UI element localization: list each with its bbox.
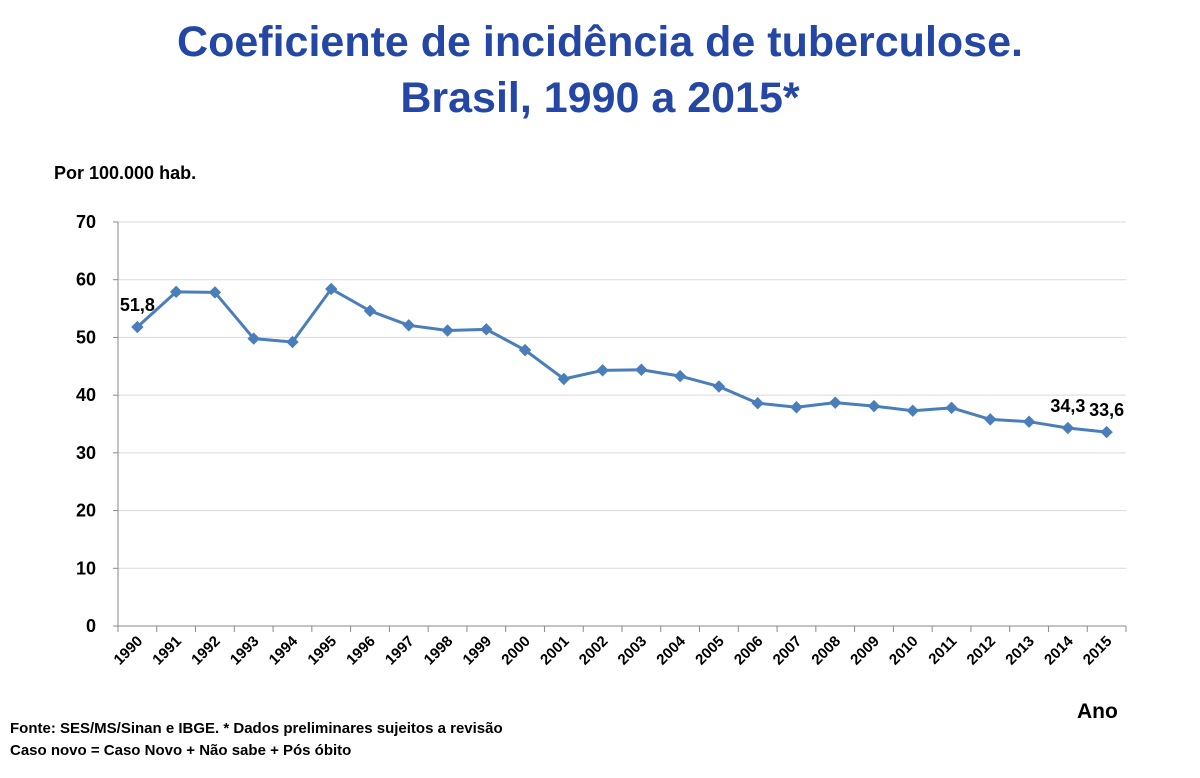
chart-title-line-2: Brasil, 1990 a 2015* xyxy=(400,74,800,122)
x-tick-label: 2000 xyxy=(498,633,534,669)
y-tick-label: 50 xyxy=(76,327,96,347)
chart-title-line-1: Coeficiente de incidência de tuberculose… xyxy=(177,18,1023,66)
x-tick-label: 1996 xyxy=(343,633,379,669)
x-tick-label: 1999 xyxy=(460,633,496,669)
source-footnote: Fonte: SES/MS/Sinan e IBGE. * Dados prel… xyxy=(10,720,503,737)
x-tick-label: 1991 xyxy=(149,633,185,669)
x-tick-label: 2007 xyxy=(770,633,806,669)
x-tick-label: 2013 xyxy=(1002,633,1038,669)
data-point xyxy=(208,286,222,299)
data-point xyxy=(557,372,571,386)
y-tick-label: 70 xyxy=(76,212,96,232)
data-point xyxy=(751,397,764,410)
x-tick-label: 2008 xyxy=(808,633,844,669)
y-tick-label: 20 xyxy=(76,501,96,521)
x-tick-label: 2003 xyxy=(615,633,651,669)
data-point xyxy=(402,319,415,332)
x-axis-label: Ano xyxy=(1077,700,1118,723)
data-point xyxy=(518,343,532,357)
data-point xyxy=(1100,425,1113,439)
data-point xyxy=(984,413,997,426)
data-point xyxy=(169,285,183,299)
data-point xyxy=(131,320,144,334)
x-tick-label: 2011 xyxy=(925,633,960,668)
data-point xyxy=(325,282,338,296)
data-point xyxy=(247,332,260,345)
x-tick-label: 2009 xyxy=(847,633,883,669)
x-tick-label: 1994 xyxy=(266,632,302,668)
data-point xyxy=(363,304,377,318)
x-tick-label: 2005 xyxy=(692,633,728,669)
y-tick-label: 60 xyxy=(76,270,96,290)
x-tick-label: 1992 xyxy=(188,633,224,669)
data-point xyxy=(1022,415,1036,428)
y-tick-label: 0 xyxy=(86,616,96,636)
x-tick-label: 1997 xyxy=(382,633,418,669)
series-line xyxy=(136,287,1107,434)
data-point xyxy=(906,404,919,417)
chart-title: Coeficiente de incidência de tuberculose… xyxy=(0,14,1200,126)
x-tick-label: 2001 xyxy=(537,633,573,669)
x-tick-label: 1993 xyxy=(227,633,263,669)
x-tick-label: 2012 xyxy=(964,633,1000,669)
data-point xyxy=(867,399,881,413)
x-tick-label: 1990 xyxy=(111,633,147,669)
y-tick-label: 10 xyxy=(76,558,96,578)
data-label: 33,6 xyxy=(1089,400,1124,420)
data-point xyxy=(1061,421,1075,435)
x-tick-label: 2010 xyxy=(886,633,922,669)
y-axis-label: Por 100.000 hab. xyxy=(54,163,197,183)
data-label: 51,8 xyxy=(120,295,155,315)
x-tick-label: 2006 xyxy=(731,633,767,669)
data-point xyxy=(712,380,726,393)
y-tick-label: 40 xyxy=(76,385,96,405)
y-tick-label: 30 xyxy=(76,443,96,463)
data-point xyxy=(829,396,842,409)
x-tick-label: 2004 xyxy=(653,632,689,668)
x-tick-label: 1998 xyxy=(421,633,457,669)
data-point xyxy=(441,324,454,337)
data-point xyxy=(945,401,958,415)
data-point xyxy=(286,335,299,349)
x-tick-label: 1995 xyxy=(304,633,340,669)
data-label: 34,3 xyxy=(1050,396,1085,416)
definition-footnote: Caso novo = Caso Novo + Não sabe + Pós ó… xyxy=(10,742,352,759)
data-point xyxy=(790,401,803,414)
data-point xyxy=(635,363,648,376)
x-tick-label: 2002 xyxy=(576,633,612,669)
data-point xyxy=(596,364,609,377)
x-tick-label: 2014 xyxy=(1041,632,1077,668)
data-point xyxy=(480,323,493,336)
x-tick-label: 2015 xyxy=(1080,633,1116,669)
data-point xyxy=(673,369,687,383)
